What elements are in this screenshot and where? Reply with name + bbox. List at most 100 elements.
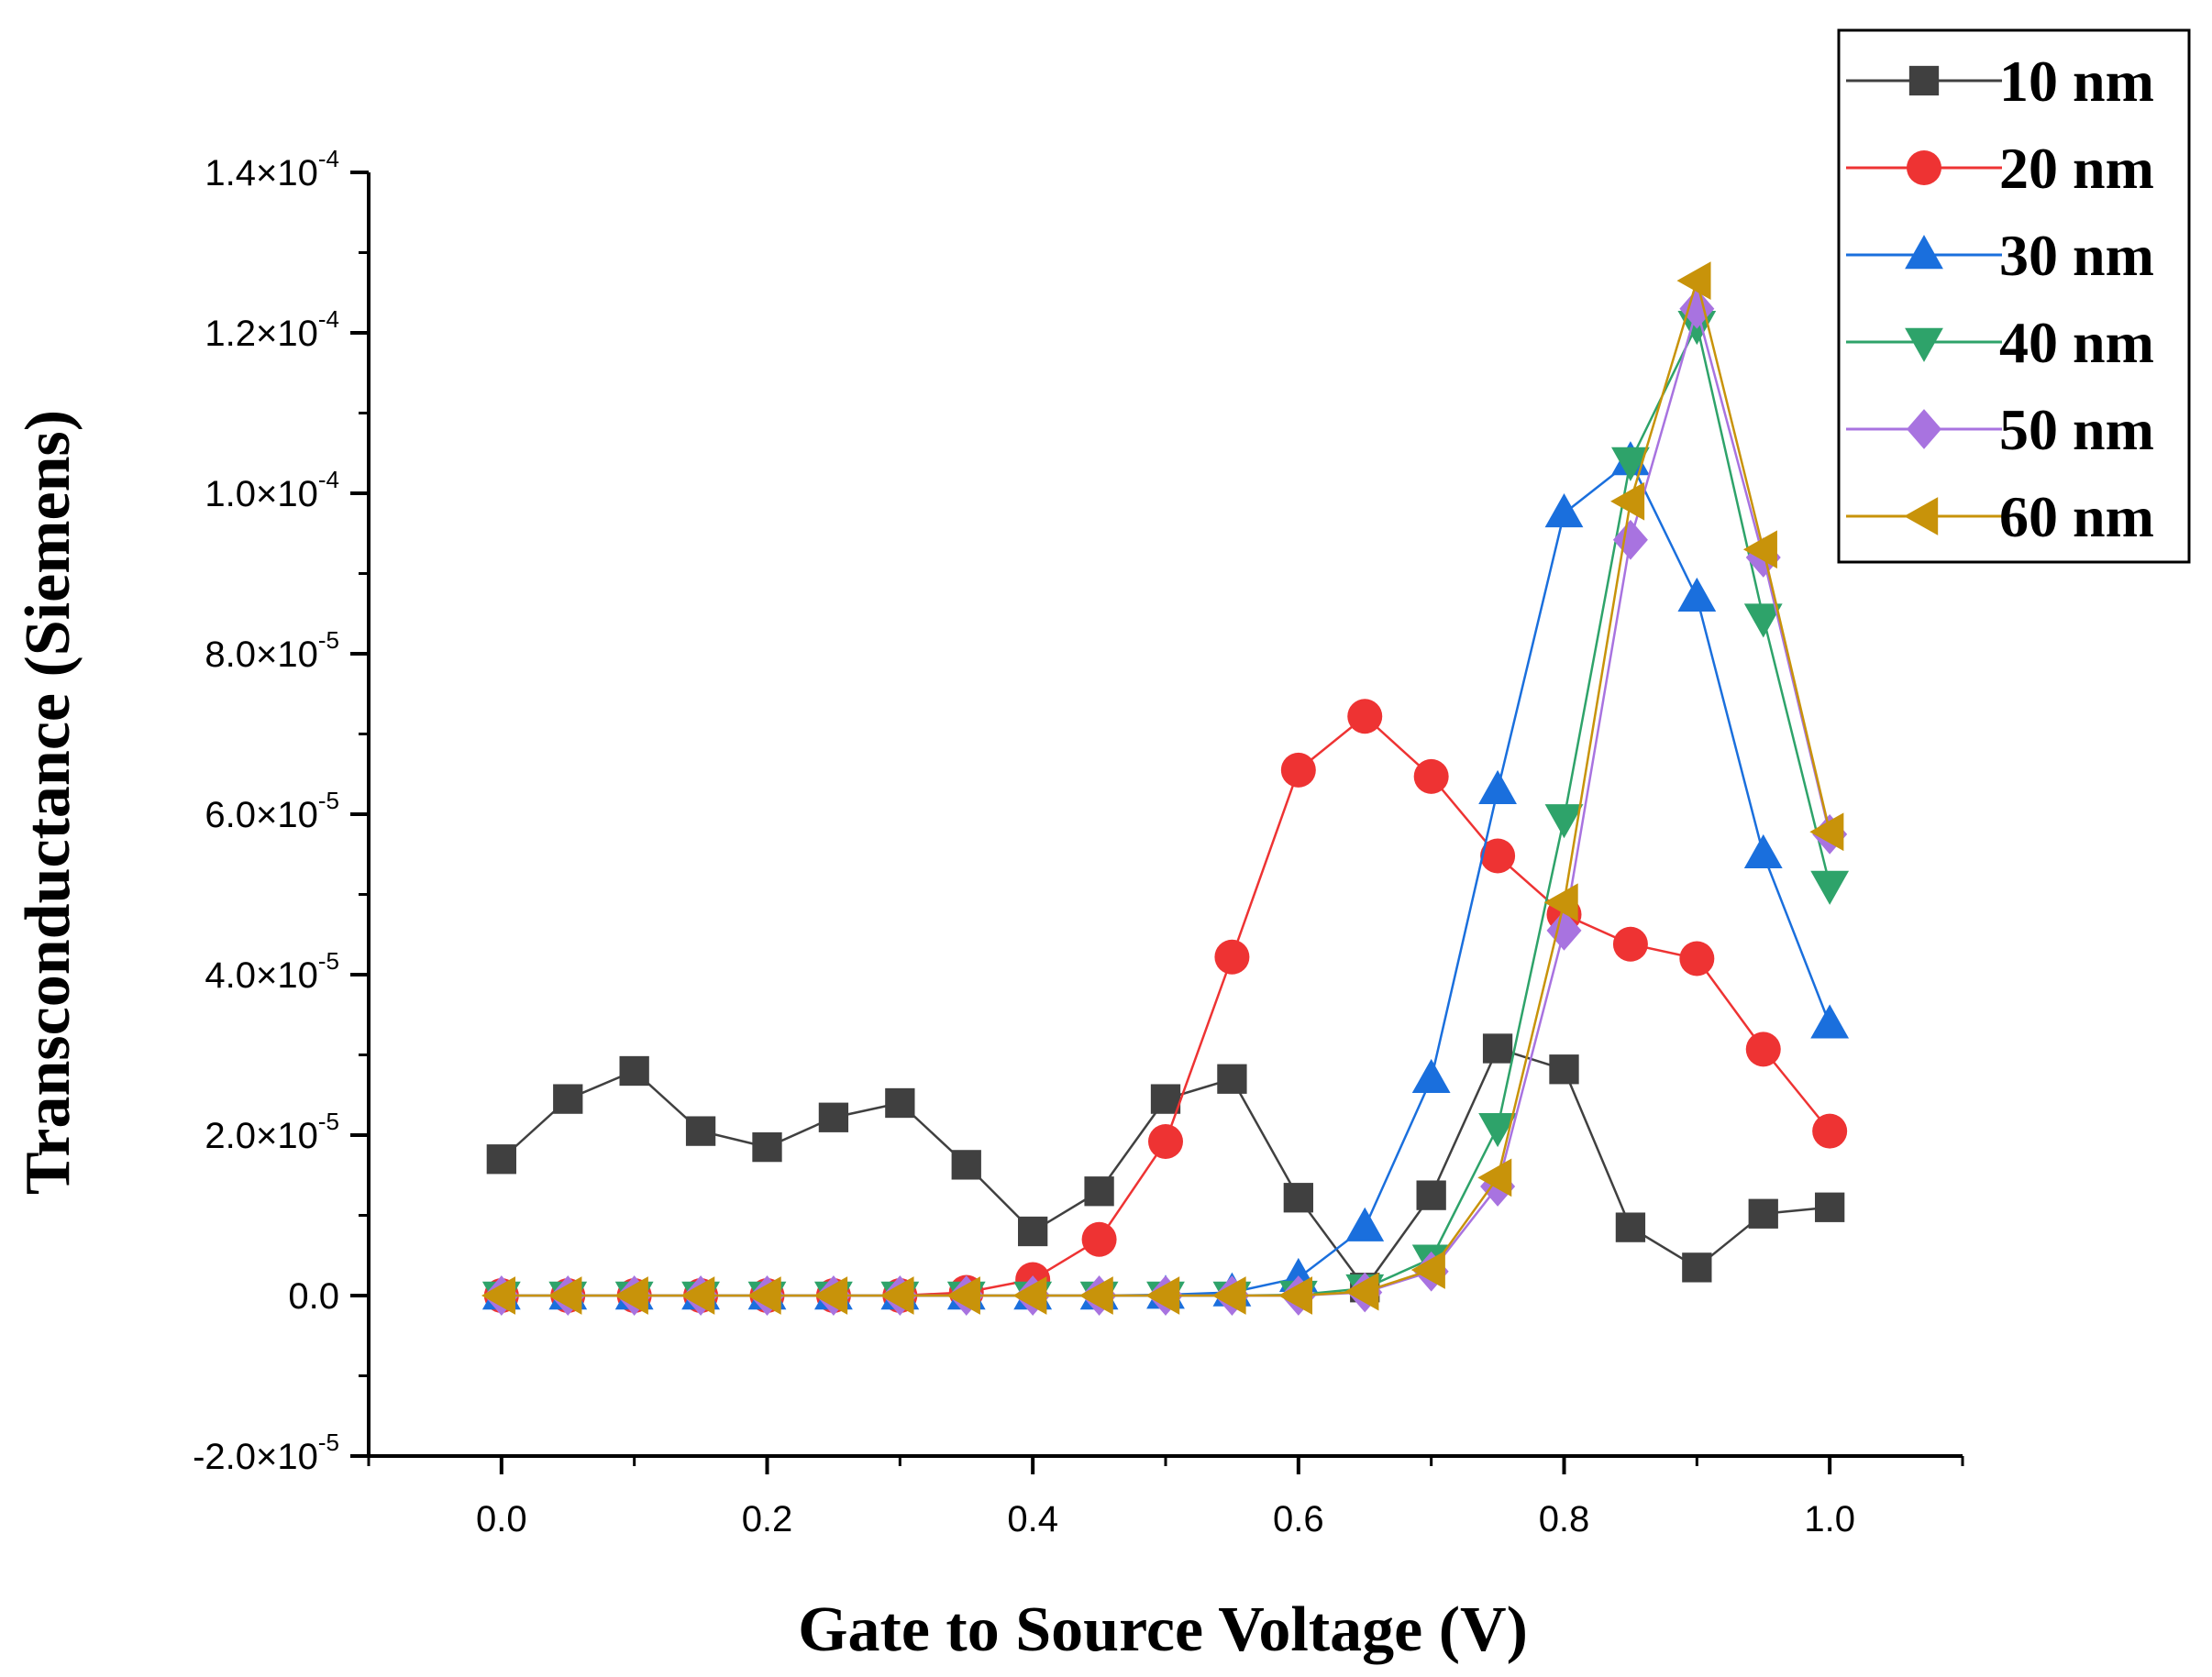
legend-label: 50 nm [1999,397,2154,462]
legend-label: 10 nm [1999,49,2154,114]
data-point [1416,1180,1446,1210]
y-tick-label: -2.0×10-5 [193,1429,339,1477]
legend-marker [1907,150,1941,185]
data-point [1018,1216,1048,1247]
data-point [1482,1033,1513,1064]
data-point [752,1131,782,1163]
data-point [1743,833,1783,868]
data-point [1012,1276,1047,1315]
data-point [1084,1176,1114,1207]
legend: 10 nm 20 nm 30 nm 40 nm 50 nm 60 nm [1837,28,2191,564]
y-tick-label: 4.0×10-5 [205,947,339,996]
data-point [951,1150,981,1180]
data-point [1612,926,1648,962]
data-point [1081,1221,1117,1257]
data-point [1217,1064,1247,1094]
data-point [1277,1276,1313,1315]
data-point [1615,1212,1646,1242]
x-tick-label: 0.0 [476,1499,527,1539]
data-point [1148,1124,1183,1159]
data-point [619,1055,649,1087]
y-tick-label: 2.0×10-5 [205,1108,339,1156]
data-point [879,1276,914,1315]
data-point [1610,481,1645,521]
data-point [1411,1058,1451,1093]
data-point [946,1276,980,1315]
legend-item: 20 nm [1846,136,2154,201]
data-point [1413,758,1449,794]
data-point [486,1144,516,1175]
legend-label: 30 nm [1999,223,2154,288]
data-point [1809,812,1844,852]
data-point [1611,447,1650,481]
legend-marker [1908,65,1940,96]
legend-item: 50 nm [1846,397,2154,462]
data-point [1145,1276,1180,1315]
data-point [547,1276,582,1315]
legend-label: 40 nm [1999,310,2154,375]
data-point [1544,804,1584,839]
data-point [680,1276,715,1315]
data-point [1679,941,1715,976]
data-point [1748,1198,1778,1229]
legend-item: 40 nm [1846,310,2154,375]
data-point [553,1084,583,1114]
x-axis-title: Gate to Source Voltage (V) [798,1594,1528,1665]
y-axis-title: Transconductance (Siemens) [13,410,83,1195]
data-point [1478,769,1517,804]
data-point [1810,870,1850,905]
data-point [1677,577,1717,612]
x-tick-label: 0.6 [1273,1499,1324,1539]
legend-label: 60 nm [1999,484,2154,549]
data-point [685,1116,716,1146]
y-tick-label: 6.0×10-5 [205,787,339,835]
data-point [1480,838,1516,874]
y-tick-label: 1.4×10-4 [205,145,339,193]
data-point [885,1087,915,1119]
x-tick-label: 0.2 [742,1499,793,1539]
data-point [481,1276,516,1315]
x-tick-label: 1.0 [1804,1499,1855,1539]
legend-item: 10 nm [1846,49,2154,114]
legend-item: 30 nm [1846,223,2154,288]
data-point [1347,699,1383,734]
data-point [1743,603,1783,638]
legend-marker [1904,497,1939,535]
data-point [747,1276,781,1315]
legend-marker [1907,409,1941,449]
x-tick-label: 0.8 [1539,1499,1590,1539]
data-point [1283,1183,1313,1213]
data-point [614,1276,648,1315]
legend-box [1837,28,2191,564]
axes: 0.0 0.2 0.4 0.6 0.8 1.0 -2.0×10-5 0.0 2.0×10-5 4.… [193,145,1964,1539]
data-point [1345,1207,1385,1241]
data-point [1682,1252,1712,1283]
series-10-nm [486,1033,1845,1303]
legend-label: 20 nm [1999,136,2154,201]
data-point [1812,1113,1848,1149]
data-point [1544,493,1584,528]
data-point [1280,752,1316,788]
data-point [818,1102,849,1132]
legend-marker [1905,235,1943,270]
data-point [1549,1054,1579,1085]
y-tick-label: 8.0×10-5 [205,626,339,675]
data-point [1742,530,1777,569]
data-point [1815,1192,1845,1222]
x-tick-label: 0.4 [1007,1499,1058,1539]
y-tick-label: 0.0 [288,1276,339,1317]
data-point [1745,1032,1781,1067]
series-60-nm [481,261,1844,1315]
y-tick-label: 1.2×10-4 [205,305,339,354]
data-point [1078,1276,1113,1315]
data-point [1543,883,1578,922]
data-point [1150,1084,1181,1114]
y-tick-label: 1.0×10-4 [205,466,339,514]
data-point [1676,261,1711,301]
data-point [1211,1276,1246,1315]
data-point [1214,939,1250,975]
data-point [1478,1113,1517,1148]
data-point [1546,910,1582,951]
data-point [1810,1004,1850,1039]
